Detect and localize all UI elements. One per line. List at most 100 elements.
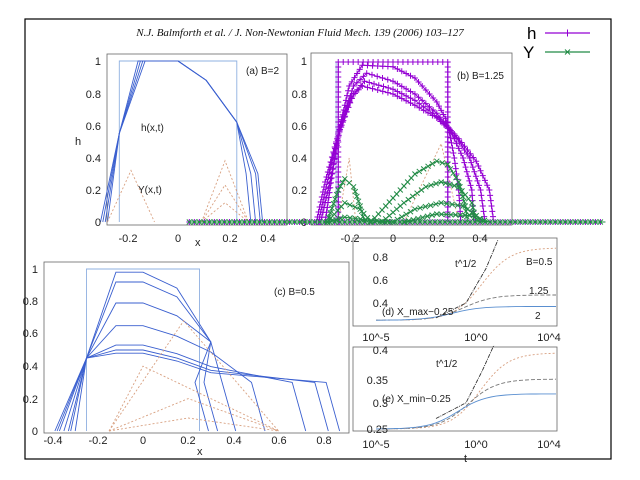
panel-e-label: (e) X_min−0.25 <box>382 394 451 405</box>
Y-data-point <box>387 219 393 225</box>
h-data-point <box>315 209 322 215</box>
y-curve <box>201 159 249 223</box>
Y-data-point <box>444 161 451 168</box>
Y-data-point <box>507 219 514 225</box>
h-data-point <box>489 208 496 215</box>
Y-data-point <box>418 187 425 193</box>
panel-c-yticks: 1 0.8 0.6 0.4 0.2 0 <box>23 264 38 438</box>
h-curve <box>63 325 266 432</box>
Y-data-point <box>470 204 476 211</box>
h-data-point <box>339 119 346 126</box>
h-data-point <box>463 168 470 175</box>
Y-data-point <box>472 219 478 225</box>
y-curve <box>108 320 279 432</box>
h-data-point <box>457 150 464 157</box>
ytick: 0.2 <box>23 394 38 406</box>
panel-a-frame <box>106 53 288 226</box>
Y-data-point <box>392 219 398 225</box>
h-data-point <box>430 95 437 101</box>
h-data-point <box>341 114 348 121</box>
Y-data-point <box>462 191 469 198</box>
h-data-point <box>452 132 459 139</box>
h-data-point <box>369 85 376 92</box>
Y-data-point <box>443 211 450 218</box>
Y-data-point <box>512 219 519 225</box>
Y-data-point <box>462 219 468 225</box>
Y-data-point <box>266 219 273 225</box>
y-curve <box>337 157 357 223</box>
Y-data-point <box>339 179 346 186</box>
Y-data-point <box>412 171 418 177</box>
h-data-point <box>479 203 486 209</box>
panel-d-xticks: 10^-5 10^0 10^4 <box>362 332 560 344</box>
h-data-point <box>398 83 405 90</box>
Y-data-point <box>412 219 418 225</box>
ytick: 0.6 <box>292 121 307 133</box>
Y-data-point <box>442 180 449 187</box>
h-data-point <box>379 88 386 95</box>
h-data-point <box>478 192 485 199</box>
Y-data-point <box>352 204 358 210</box>
series-b2 <box>376 306 556 321</box>
xtick: 0 <box>140 435 146 447</box>
Y-data-point <box>577 219 584 225</box>
h-data-point <box>456 197 463 204</box>
h-data-point <box>422 87 429 93</box>
h-data-point <box>407 72 414 79</box>
ytick: 0.4 <box>373 298 388 310</box>
panel-a-yticks: 1 0.8 0.6 0.4 0.2 0 <box>86 56 101 229</box>
Y-data-point <box>186 219 193 225</box>
h-data-point <box>364 84 371 91</box>
h-data-point <box>422 100 429 107</box>
h-data-point <box>407 99 414 106</box>
h-data-point <box>380 83 387 90</box>
Y-data-point <box>246 219 253 225</box>
h-data-point <box>481 177 488 184</box>
xtick: 0.6 <box>271 435 286 447</box>
ytick: 0 <box>95 217 101 229</box>
series-b05 <box>376 352 557 430</box>
Y-data-point <box>341 214 348 221</box>
Y-data-point <box>405 196 412 203</box>
Y-data-point <box>471 209 477 216</box>
h-curve <box>100 60 264 223</box>
h-data-point <box>455 135 462 142</box>
Y-data-point <box>221 219 228 225</box>
Y-data-point <box>331 219 338 225</box>
h-data-point <box>314 214 321 220</box>
Y-data-point <box>459 193 466 200</box>
h-data-point <box>403 97 410 104</box>
h-data-point <box>487 197 494 204</box>
h-data-point <box>444 125 451 132</box>
Y-data-point <box>447 181 453 188</box>
Y-data-point <box>376 219 383 225</box>
h-data-point <box>319 189 326 195</box>
legend: h Y <box>523 24 590 62</box>
h-data-point <box>450 149 457 156</box>
h-data-point <box>394 80 401 87</box>
h-data-point <box>457 208 464 215</box>
Y-data-point <box>416 168 423 175</box>
Y-data-point <box>261 219 268 225</box>
y-curve <box>201 202 249 223</box>
Y-data-point <box>417 219 423 225</box>
panel-a-xticks: -0.2 0 0.2 0.4 <box>119 233 276 245</box>
xtick: 0.2 <box>429 233 444 245</box>
h-data-point <box>475 163 482 169</box>
h-data-point <box>477 187 484 193</box>
Y-data-point <box>397 219 403 225</box>
h-data-point <box>407 88 414 95</box>
h-data-point <box>468 187 475 193</box>
h-data-point <box>420 107 427 114</box>
h-data-point <box>334 134 341 141</box>
ytick: 0.25 <box>367 424 388 436</box>
h-curve <box>74 271 212 432</box>
Y-data-point <box>453 174 459 181</box>
h-data-point <box>426 91 433 97</box>
h-data-point <box>350 91 357 97</box>
Y-data-point <box>281 219 288 225</box>
Y-data-point <box>346 179 353 186</box>
h-data-point <box>455 145 462 152</box>
Y-data-point <box>427 202 434 209</box>
h-data-point <box>394 93 401 100</box>
